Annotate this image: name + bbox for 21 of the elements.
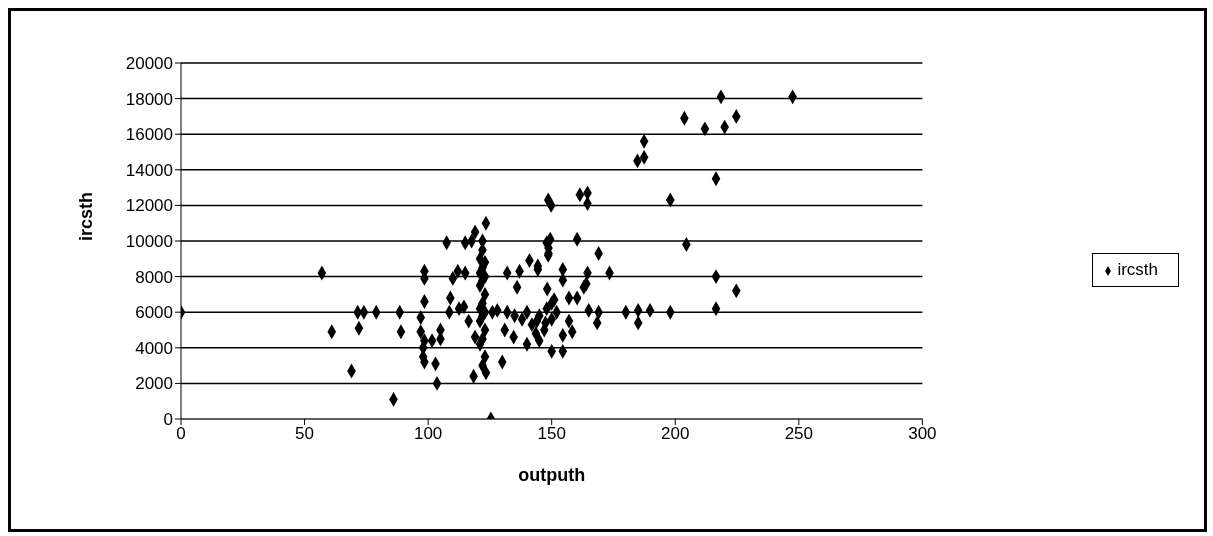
x-tick-label: 150 xyxy=(537,424,566,444)
y-tick-label: 8000 xyxy=(135,267,173,287)
y-tick-label: 6000 xyxy=(135,303,173,323)
y-tick-label: 2000 xyxy=(135,374,173,394)
x-tick-label: 0 xyxy=(176,424,186,444)
y-axis-title: ircsth xyxy=(76,191,97,241)
y-tick-label: 14000 xyxy=(125,160,173,180)
legend-label: ircsth xyxy=(1117,260,1158,279)
y-tick-label: 0 xyxy=(163,410,173,430)
y-tick-label: 10000 xyxy=(125,232,173,252)
x-tick-label: 200 xyxy=(661,424,690,444)
x-tick-label: 100 xyxy=(413,424,443,444)
x-tick-label: 300 xyxy=(908,424,937,444)
y-tick-label: 4000 xyxy=(135,338,173,358)
y-tick-label: 16000 xyxy=(125,125,173,145)
x-axis-title: outputh xyxy=(518,465,586,485)
x-tick-label: 250 xyxy=(784,424,813,444)
x-tick-label: 50 xyxy=(295,424,315,444)
y-tick-label: 12000 xyxy=(125,196,173,216)
y-tick-label: 20000 xyxy=(125,54,173,74)
y-tick-label: 18000 xyxy=(125,89,173,109)
